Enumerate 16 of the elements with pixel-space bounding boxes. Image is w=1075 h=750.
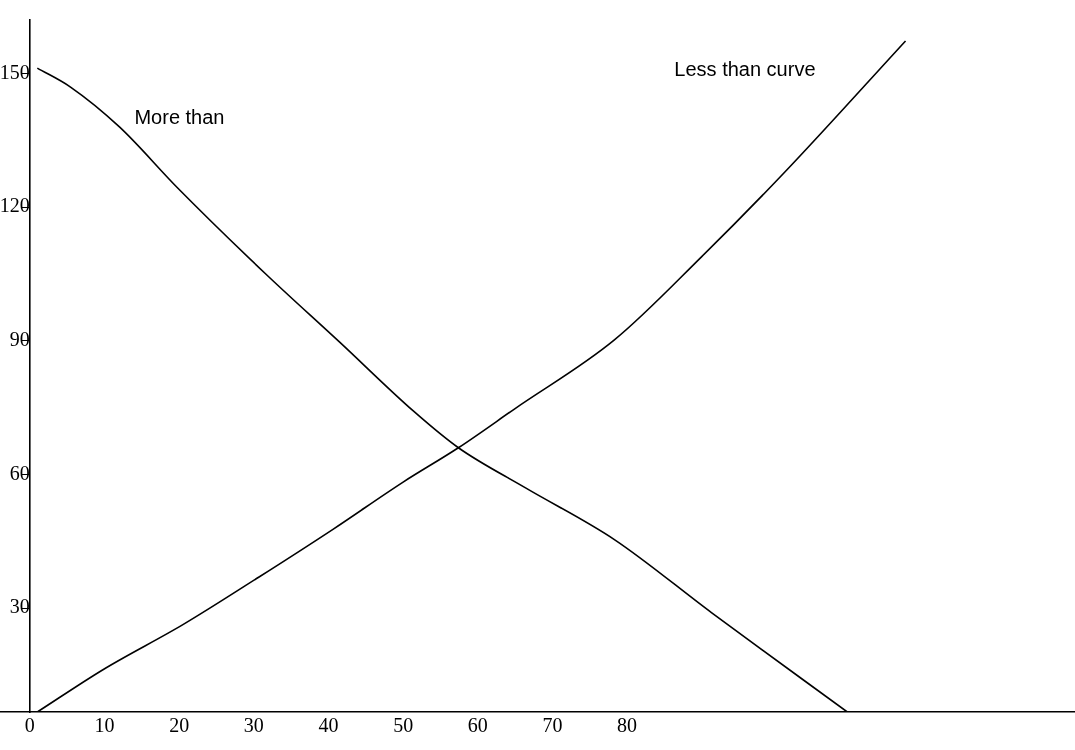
x-tick-label: 50	[393, 714, 414, 737]
x-tick-label: 0	[24, 714, 35, 737]
y-tick-label: 150	[0, 60, 30, 83]
x-tick-label: 80	[617, 714, 638, 737]
series-label: More than	[134, 106, 225, 129]
y-tick-label: 30	[9, 595, 30, 618]
y-tick-label: 120	[0, 194, 30, 217]
x-tick-label: 10	[94, 714, 115, 737]
y-tick-label: 60	[9, 461, 30, 484]
y-tick-label: 90	[9, 328, 30, 351]
x-tick-label: 70	[542, 714, 563, 737]
series-label: Less than curve	[674, 58, 816, 81]
x-tick-label: 30	[243, 714, 264, 737]
x-tick-label: 20	[169, 714, 190, 737]
x-tick-label: 60	[467, 714, 488, 737]
x-tick-label: 40	[318, 714, 339, 737]
